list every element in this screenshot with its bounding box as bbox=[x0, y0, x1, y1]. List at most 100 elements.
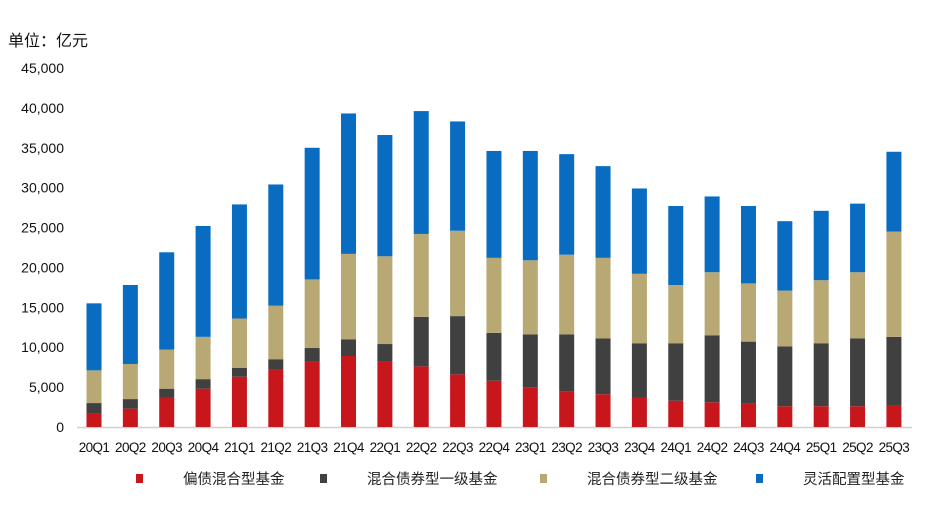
bar-segment-25Q1-s0 bbox=[813, 406, 829, 427]
bar-segment-20Q1-s0 bbox=[86, 413, 102, 427]
bar-segment-23Q4-s3 bbox=[631, 188, 647, 274]
legend-swatch bbox=[756, 474, 763, 483]
y-tick-label: 20,000 bbox=[21, 259, 64, 275]
x-tick-label: 24Q1 bbox=[660, 440, 691, 455]
bar-segment-21Q1-s2 bbox=[231, 318, 247, 368]
bar-segment-25Q2-s3 bbox=[850, 203, 866, 273]
bar-segment-25Q3-s3 bbox=[886, 151, 902, 232]
bar-segment-21Q3-s2 bbox=[304, 279, 320, 349]
y-tick-label: 30,000 bbox=[21, 180, 64, 196]
bar-segment-22Q3-s1 bbox=[450, 316, 466, 375]
bar-segment-22Q1-s2 bbox=[377, 256, 393, 345]
x-tick-label: 24Q3 bbox=[733, 440, 764, 455]
bar-segment-23Q4-s1 bbox=[631, 343, 647, 398]
legend: 偏债混合型基金 混合债券型一级基金 混合债券型二级基金 灵活配置型基金 bbox=[136, 471, 905, 488]
bar-segment-21Q2-s0 bbox=[268, 369, 284, 427]
y-tick-label: 0 bbox=[56, 419, 64, 435]
bar-segment-20Q4-s3 bbox=[195, 225, 211, 337]
bar-segment-25Q2-s2 bbox=[850, 272, 866, 339]
x-tick-label: 20Q4 bbox=[188, 440, 220, 455]
bar-segment-20Q3-s2 bbox=[159, 349, 175, 389]
bar-segment-20Q3-s0 bbox=[159, 397, 175, 427]
bar-segment-21Q4-s3 bbox=[341, 113, 357, 254]
bar-segment-22Q4-s1 bbox=[486, 332, 502, 381]
x-tick-label: 23Q1 bbox=[515, 440, 546, 455]
bar-segment-21Q2-s1 bbox=[268, 359, 284, 370]
x-tick-label: 22Q3 bbox=[442, 440, 473, 455]
y-tick-label: 25,000 bbox=[21, 220, 64, 236]
y-tick-label: 15,000 bbox=[21, 299, 64, 315]
bar-segment-22Q1-s3 bbox=[377, 135, 393, 257]
legend-label: 混合债券型一级基金 bbox=[367, 471, 498, 488]
x-axis: 20Q1 20Q2 20Q3 20Q4 21Q1 21Q2 21Q3 21Q4 22Q1 22Q2… bbox=[79, 440, 910, 455]
x-tick-label: 25Q2 bbox=[842, 440, 873, 455]
bar-segment-23Q3-s3 bbox=[595, 166, 611, 258]
bar-segment-24Q2-s0 bbox=[704, 402, 720, 427]
bar-segment-24Q4-s3 bbox=[777, 221, 793, 291]
bar-segment-23Q2-s3 bbox=[559, 154, 575, 255]
x-tick-label: 21Q3 bbox=[297, 440, 328, 455]
bar-segment-25Q3-s0 bbox=[886, 405, 902, 427]
bar-segment-24Q2-s3 bbox=[704, 196, 720, 273]
bar-segment-23Q2-s2 bbox=[559, 254, 575, 335]
bar-segment-23Q1-s0 bbox=[522, 387, 538, 427]
legend-label: 灵活配置型基金 bbox=[803, 471, 905, 488]
bar-segment-23Q2-s0 bbox=[559, 391, 575, 427]
legend-label: 偏债混合型基金 bbox=[183, 471, 285, 488]
legend-label: 混合债券型二级基金 bbox=[587, 471, 718, 488]
x-tick-label: 20Q1 bbox=[79, 440, 110, 455]
bar-segment-22Q2-s0 bbox=[413, 366, 429, 427]
bar-segment-22Q2-s2 bbox=[413, 233, 429, 317]
x-tick-label: 23Q4 bbox=[624, 440, 656, 455]
bar-segment-24Q3-s3 bbox=[740, 206, 756, 284]
bar-segment-24Q3-s0 bbox=[740, 403, 756, 427]
legend-swatch bbox=[320, 474, 327, 483]
legend-swatch bbox=[136, 474, 143, 483]
y-tick-label: 40,000 bbox=[21, 100, 64, 116]
bar-segment-21Q1-s1 bbox=[231, 367, 247, 377]
y-tick-label: 35,000 bbox=[21, 140, 64, 156]
bar-segment-23Q2-s1 bbox=[559, 334, 575, 392]
x-tick-label: 22Q2 bbox=[406, 440, 437, 455]
x-tick-label: 23Q3 bbox=[588, 440, 619, 455]
bar-segment-24Q4-s1 bbox=[777, 346, 793, 407]
x-tick-label: 21Q4 bbox=[333, 440, 365, 455]
x-tick-label: 22Q4 bbox=[479, 440, 511, 455]
bar-segment-20Q1-s3 bbox=[86, 303, 102, 371]
x-tick-label: 21Q2 bbox=[260, 440, 291, 455]
x-tick-label: 25Q3 bbox=[879, 440, 910, 455]
x-tick-label: 25Q1 bbox=[806, 440, 837, 455]
bar-segment-22Q1-s1 bbox=[377, 344, 393, 362]
y-tick-label: 10,000 bbox=[21, 339, 64, 355]
bar-segment-23Q1-s3 bbox=[522, 150, 538, 261]
bar-segment-25Q1-s3 bbox=[813, 210, 829, 281]
bar-segment-23Q4-s0 bbox=[631, 397, 647, 427]
bar-segment-23Q3-s2 bbox=[595, 257, 611, 339]
bar-segment-20Q1-s2 bbox=[86, 370, 102, 404]
bar-segment-24Q2-s1 bbox=[704, 335, 720, 403]
bar-segment-25Q3-s1 bbox=[886, 336, 902, 406]
bar-segment-23Q3-s0 bbox=[595, 394, 611, 427]
bar-segment-22Q3-s3 bbox=[450, 121, 466, 231]
bar-segment-21Q4-s0 bbox=[341, 355, 357, 427]
unit-label: 单位：亿元 bbox=[8, 31, 88, 50]
bar-segment-25Q1-s2 bbox=[813, 280, 829, 344]
bar-segment-22Q4-s3 bbox=[486, 150, 502, 258]
bar-segment-20Q4-s2 bbox=[195, 336, 211, 380]
bar-segment-22Q3-s2 bbox=[450, 230, 466, 317]
bar-segment-24Q4-s0 bbox=[777, 406, 793, 427]
bar-segment-20Q2-s2 bbox=[122, 363, 138, 400]
bar-segment-24Q3-s2 bbox=[740, 283, 756, 342]
bar-segment-24Q4-s2 bbox=[777, 290, 793, 347]
bar-segment-21Q1-s3 bbox=[231, 204, 247, 319]
bar-segment-20Q4-s1 bbox=[195, 379, 211, 389]
bar-segment-24Q1-s3 bbox=[668, 206, 684, 285]
bar-segment-21Q1-s0 bbox=[231, 376, 247, 427]
bar-segment-24Q3-s1 bbox=[740, 341, 756, 404]
bar-segment-22Q2-s1 bbox=[413, 316, 429, 367]
bar-segment-21Q2-s2 bbox=[268, 305, 284, 360]
bar-segment-21Q4-s2 bbox=[341, 253, 357, 340]
bar-segment-20Q3-s1 bbox=[159, 388, 175, 398]
y-axis: 0 5,000 10,000 15,000 20,000 25,000 30,000 35,0… bbox=[21, 60, 64, 435]
